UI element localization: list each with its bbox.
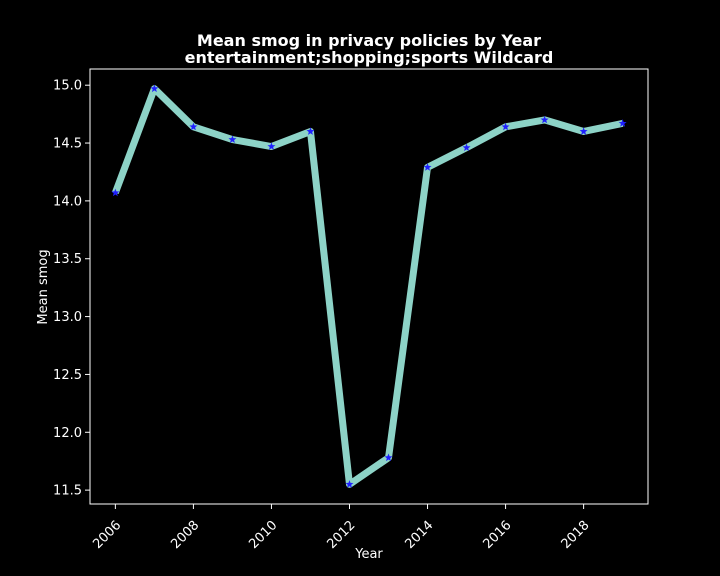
x-tick-label: 2016	[481, 518, 515, 552]
y-axis-label: Mean smog	[36, 249, 51, 324]
x-tick-label: 2010	[246, 518, 280, 552]
x-tick-label: 2014	[402, 518, 436, 552]
y-tick-label: 13.5	[53, 252, 82, 267]
y-tick-label: 14.5	[53, 137, 82, 152]
data-point-marker	[228, 135, 237, 143]
data-point-marker	[150, 84, 159, 93]
chart-subtitle: entertainment;shopping;sports Wildcard	[185, 48, 554, 67]
data-point-marker	[501, 122, 510, 131]
y-tick-label: 14.0	[53, 194, 82, 209]
data-point-marker	[423, 163, 432, 171]
y-tick-label: 15.0	[53, 79, 82, 94]
y-axis: 11.5 12.0 12.5 13.0 13.5 14.0 14.5 15.0	[53, 79, 90, 499]
data-point-marker	[579, 127, 588, 135]
data-point-marker	[384, 453, 393, 462]
x-tick-label: 2006	[90, 518, 124, 552]
series-group	[111, 84, 627, 488]
chart-title: Mean smog in privacy policies by Year	[197, 31, 541, 50]
data-point-marker	[111, 188, 120, 197]
x-tick-label: 2008	[168, 518, 202, 552]
x-tick-label: 2018	[559, 518, 593, 552]
x-axis-label: Year	[354, 547, 383, 562]
x-tick-label: 2012	[324, 518, 358, 552]
data-point-marker	[540, 115, 549, 124]
y-tick-label: 13.0	[53, 310, 82, 325]
data-point-marker	[618, 119, 627, 127]
y-tick-label: 12.0	[53, 426, 82, 441]
series-line	[112, 85, 624, 488]
data-point-marker	[462, 143, 471, 152]
data-point-marker	[189, 122, 198, 131]
x-axis: 2006 2008 2010 2012 2014 2016 2018	[90, 504, 593, 552]
data-point-marker	[306, 127, 315, 135]
data-point-marker	[345, 480, 354, 488]
plot-area	[89, 68, 649, 505]
data-point-marker	[267, 142, 276, 150]
y-tick-label: 11.5	[53, 484, 82, 499]
y-tick-label: 12.5	[53, 368, 82, 383]
